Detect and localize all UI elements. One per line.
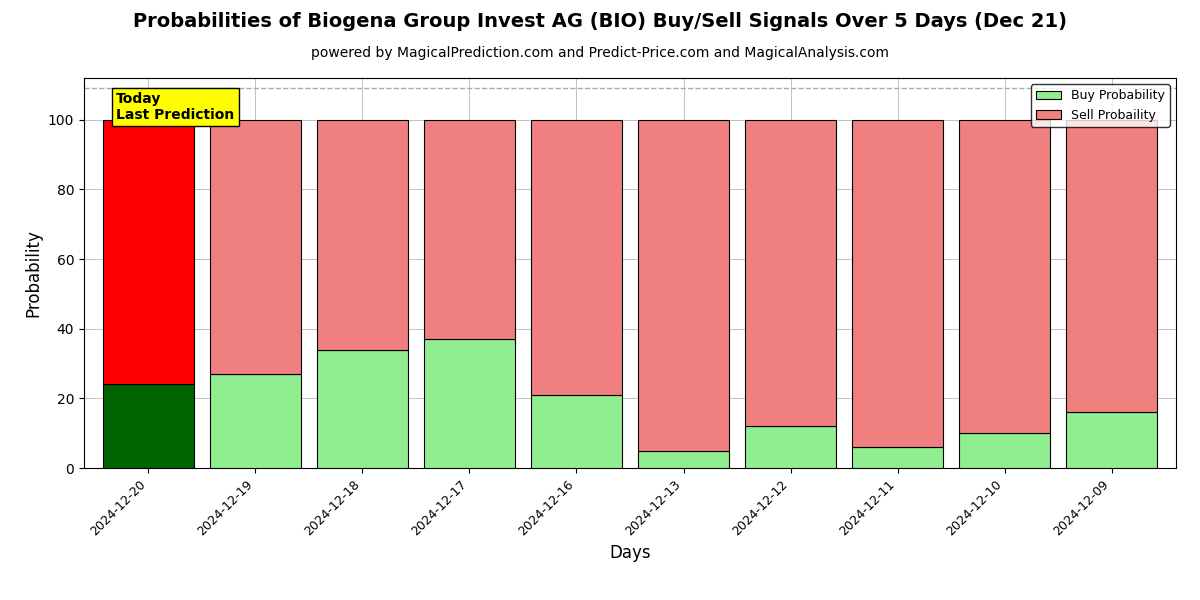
Bar <box>103 120 193 385</box>
Y-axis label: Probability: Probability <box>24 229 42 317</box>
Bar <box>638 451 730 468</box>
Bar <box>210 374 301 468</box>
Bar <box>959 120 1050 433</box>
X-axis label: Days: Days <box>610 544 650 562</box>
Bar <box>745 120 836 426</box>
Bar <box>852 447 943 468</box>
Bar <box>424 339 515 468</box>
Bar <box>210 120 301 374</box>
Bar <box>638 120 730 451</box>
Text: Probabilities of Biogena Group Invest AG (BIO) Buy/Sell Signals Over 5 Days (Dec: Probabilities of Biogena Group Invest AG… <box>133 12 1067 31</box>
Bar <box>530 395 622 468</box>
Bar <box>317 120 408 350</box>
Text: Today
Last Prediction: Today Last Prediction <box>116 92 234 122</box>
Bar <box>959 433 1050 468</box>
Bar <box>1067 412 1157 468</box>
Bar <box>317 350 408 468</box>
Bar <box>424 120 515 339</box>
Bar <box>1067 120 1157 412</box>
Text: powered by MagicalPrediction.com and Predict-Price.com and MagicalAnalysis.com: powered by MagicalPrediction.com and Pre… <box>311 46 889 60</box>
Bar <box>530 120 622 395</box>
Bar <box>852 120 943 447</box>
Bar <box>745 426 836 468</box>
Bar <box>103 385 193 468</box>
Legend: Buy Probability, Sell Probaility: Buy Probability, Sell Probaility <box>1031 84 1170 127</box>
